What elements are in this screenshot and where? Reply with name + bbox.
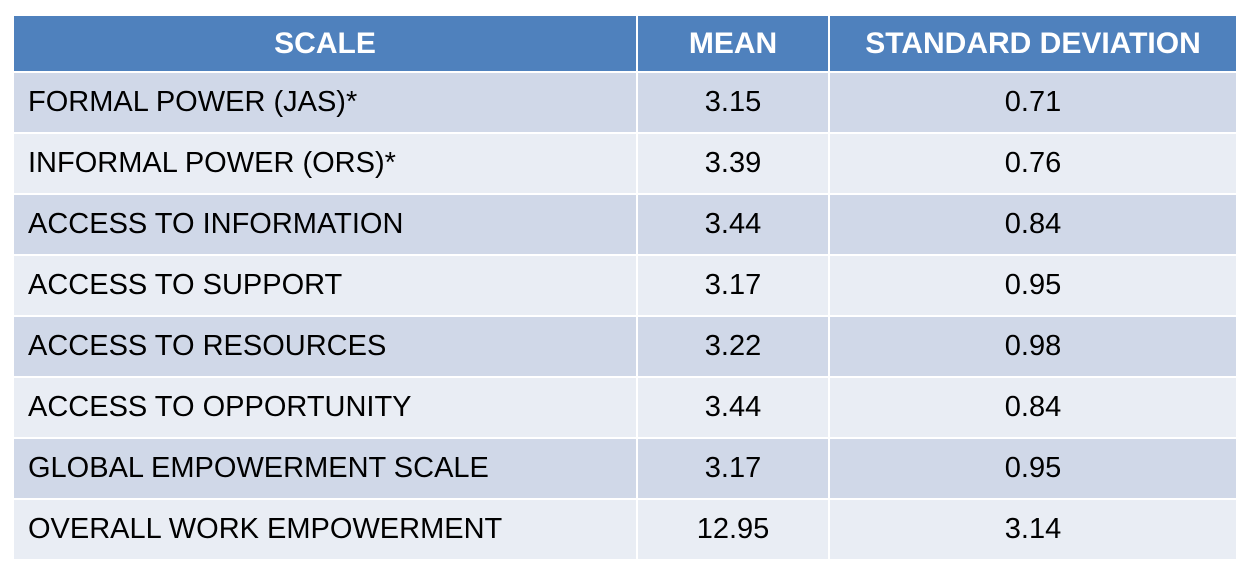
sd-cell: 3.14 [828,498,1238,561]
scale-cell: ACCESS TO SUPPORT [12,254,638,317]
table-row: INFORMAL POWER (ORS)* 3.39 0.76 [12,132,1238,195]
mean-cell: 3.44 [636,193,830,256]
sd-cell: 0.98 [828,315,1238,378]
table-row: GLOBAL EMPOWERMENT SCALE 3.17 0.95 [12,437,1238,500]
mean-cell: 3.15 [636,71,830,134]
table-row: FORMAL POWER (JAS)* 3.15 0.71 [12,71,1238,134]
scale-cell: GLOBAL EMPOWERMENT SCALE [12,437,638,500]
table-row: ACCESS TO INFORMATION 3.44 0.84 [12,193,1238,256]
sd-cell: 0.95 [828,254,1238,317]
scale-cell: ACCESS TO OPPORTUNITY [12,376,638,439]
scale-cell: ACCESS TO RESOURCES [12,315,638,378]
scale-cell: FORMAL POWER (JAS)* [12,71,638,134]
mean-cell: 3.39 [636,132,830,195]
empowerment-table: SCALE MEAN STANDARD DEVIATION FORMAL POW… [12,14,1238,561]
scale-cell: INFORMAL POWER (ORS)* [12,132,638,195]
sd-cell: 0.95 [828,437,1238,500]
mean-cell: 12.95 [636,498,830,561]
table-row: ACCESS TO RESOURCES 3.22 0.98 [12,315,1238,378]
mean-cell: 3.17 [636,254,830,317]
sd-cell: 0.84 [828,376,1238,439]
scale-cell: ACCESS TO INFORMATION [12,193,638,256]
sd-cell: 0.71 [828,71,1238,134]
header-standard-deviation: STANDARD DEVIATION [828,14,1238,73]
mean-cell: 3.44 [636,376,830,439]
sd-cell: 0.76 [828,132,1238,195]
header-mean: MEAN [636,14,830,73]
scale-cell: OVERALL WORK EMPOWERMENT [12,498,638,561]
header-scale: SCALE [12,14,638,73]
table-row: ACCESS TO OPPORTUNITY 3.44 0.84 [12,376,1238,439]
table-row: ACCESS TO SUPPORT 3.17 0.95 [12,254,1238,317]
header-row: SCALE MEAN STANDARD DEVIATION [12,14,1238,73]
sd-cell: 0.84 [828,193,1238,256]
table-row: OVERALL WORK EMPOWERMENT 12.95 3.14 [12,498,1238,561]
mean-cell: 3.17 [636,437,830,500]
mean-cell: 3.22 [636,315,830,378]
